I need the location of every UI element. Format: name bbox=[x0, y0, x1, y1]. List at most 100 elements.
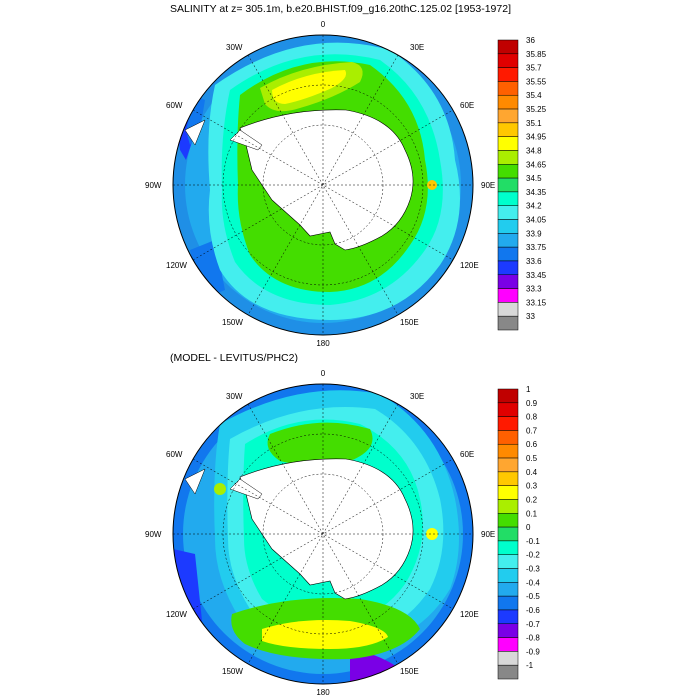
bottom-colorbar-label: 0.5 bbox=[526, 454, 538, 463]
bottom-colorbar-swatch bbox=[497, 637, 519, 652]
top-colorbar-swatch bbox=[497, 94, 519, 110]
top-colorbar-label: 33 bbox=[526, 312, 535, 321]
bottom-map-boundary bbox=[172, 383, 474, 685]
top-map-boundary bbox=[172, 34, 474, 336]
svg-text:30E: 30E bbox=[410, 392, 424, 401]
bottom-colorbar-swatch bbox=[497, 430, 519, 445]
svg-text:150W: 150W bbox=[222, 667, 243, 676]
bottom-colorbar-label: 0.7 bbox=[526, 426, 538, 435]
top-colorbar-label: 35.55 bbox=[526, 77, 547, 86]
top-colorbar-label: 35.25 bbox=[526, 105, 547, 114]
top-colorbar-label: 35.1 bbox=[526, 119, 542, 128]
svg-text:60E: 60E bbox=[460, 450, 474, 459]
bottom-colorbar-label: 0.6 bbox=[526, 440, 538, 449]
top-colorbar-swatch bbox=[497, 219, 519, 234]
bottom-colorbar-swatch bbox=[497, 554, 519, 569]
bottom-colorbar-label: -0.2 bbox=[526, 551, 540, 560]
bottom-colorbar-label: 1 bbox=[526, 385, 531, 394]
top-colorbar-swatch bbox=[497, 108, 519, 124]
bottom-colorbar-label: -0.7 bbox=[526, 620, 540, 629]
bottom-colorbar-label: -0.6 bbox=[526, 606, 540, 615]
top-colorbar-swatch bbox=[497, 39, 519, 55]
bottom-difference-map-panel: 0 30E 60E 90E 120E 150E 180 150W 120W 90… bbox=[145, 369, 540, 697]
bottom-colorbar: 1 0.9 0.8 0.7 0.6 0.5 0.4 0.3 0.2 0.1 0 -0.1 -0.2 -0.… bbox=[497, 385, 540, 680]
bottom-colorbar-swatch bbox=[497, 582, 519, 597]
bottom-colorbar-swatch bbox=[497, 416, 519, 431]
top-colorbar-label: 33.9 bbox=[526, 229, 542, 238]
bottom-colorbar-label: -0.4 bbox=[526, 578, 540, 587]
bottom-colorbar-swatch bbox=[497, 609, 519, 625]
top-colorbar-label: 35.4 bbox=[526, 91, 542, 100]
bottom-colorbar-label: 0.9 bbox=[526, 399, 538, 408]
top-colorbar-swatch bbox=[497, 246, 519, 262]
bottom-colorbar-label: 0.1 bbox=[526, 509, 538, 518]
svg-text:0: 0 bbox=[321, 369, 326, 378]
svg-text:60E: 60E bbox=[460, 101, 474, 110]
top-colorbar-swatch bbox=[497, 315, 519, 331]
bottom-colorbar-swatch bbox=[497, 595, 519, 611]
svg-text:120W: 120W bbox=[166, 261, 187, 270]
top-colorbar-swatch bbox=[497, 177, 519, 193]
svg-text:150E: 150E bbox=[400, 318, 419, 327]
top-colorbar-swatch bbox=[497, 136, 519, 151]
bottom-colorbar-swatch bbox=[497, 443, 519, 459]
bottom-longitude-labels: 0 30E 60E 90E 120E 150E 180 150W 120W 90… bbox=[145, 369, 495, 697]
top-map-title: SALINITY at z= 305.1m, b.e20.BHIST.f09_g… bbox=[170, 3, 511, 15]
bottom-colorbar-swatch bbox=[497, 457, 519, 473]
top-colorbar-swatch bbox=[497, 260, 519, 276]
bottom-colorbar-swatch bbox=[497, 664, 519, 680]
svg-text:60W: 60W bbox=[166, 450, 183, 459]
top-colorbar-label: 34.2 bbox=[526, 202, 542, 211]
top-colorbar-swatch bbox=[497, 191, 519, 206]
top-colorbar-swatch bbox=[497, 53, 519, 68]
top-colorbar-label: 33.6 bbox=[526, 257, 542, 266]
svg-text:90W: 90W bbox=[145, 530, 162, 539]
top-polar-map bbox=[173, 35, 473, 335]
bottom-map-title: (MODEL - LEVITUS/PHC2) bbox=[170, 352, 298, 364]
svg-text:90W: 90W bbox=[145, 181, 162, 190]
top-colorbar-swatch bbox=[497, 81, 519, 96]
bottom-colorbar-label: -0.1 bbox=[526, 537, 540, 546]
top-colorbar-label: 34.95 bbox=[526, 133, 547, 142]
svg-text:30W: 30W bbox=[226, 392, 243, 401]
svg-text:0: 0 bbox=[321, 20, 326, 29]
svg-text:180: 180 bbox=[316, 339, 330, 348]
bottom-colorbar-label: -1 bbox=[526, 661, 534, 670]
bottom-colorbar-swatch bbox=[497, 471, 519, 486]
bottom-colorbar-label: -0.5 bbox=[526, 592, 540, 601]
bottom-colorbar-swatch bbox=[497, 485, 519, 500]
top-salinity-map-panel: 0 30E 60E 90E 120E 150E 180 150W 120W 90… bbox=[145, 20, 547, 348]
bottom-colorbar-label: 0.3 bbox=[526, 482, 538, 491]
top-colorbar-swatch bbox=[497, 302, 519, 317]
top-colorbar-label: 34.65 bbox=[526, 160, 547, 169]
top-colorbar-label: 34.05 bbox=[526, 216, 547, 225]
svg-text:60W: 60W bbox=[166, 101, 183, 110]
svg-text:120E: 120E bbox=[460, 610, 479, 619]
svg-text:90E: 90E bbox=[481, 530, 495, 539]
top-colorbar-swatch bbox=[497, 274, 519, 289]
top-colorbar-swatch bbox=[497, 205, 519, 220]
top-longitude-labels: 0 30E 60E 90E 120E 150E 180 150W 120W 90… bbox=[145, 20, 495, 348]
svg-text:90E: 90E bbox=[481, 181, 495, 190]
top-colorbar-label: 33.15 bbox=[526, 298, 547, 307]
bottom-colorbar-swatch bbox=[497, 513, 519, 528]
top-colorbar-label: 33.45 bbox=[526, 271, 547, 280]
bottom-polar-map bbox=[173, 384, 473, 684]
bottom-colorbar-label: -0.9 bbox=[526, 647, 540, 656]
svg-text:30E: 30E bbox=[410, 43, 424, 52]
top-colorbar-swatch bbox=[497, 67, 519, 82]
bottom-colorbar-swatch bbox=[497, 651, 519, 666]
bottom-colorbar-swatch bbox=[497, 540, 519, 555]
top-colorbar-swatch bbox=[497, 288, 519, 303]
bottom-colorbar-swatch bbox=[497, 568, 519, 583]
bottom-colorbar-swatch bbox=[497, 499, 519, 514]
top-colorbar-swatch bbox=[497, 122, 519, 137]
svg-text:180: 180 bbox=[316, 688, 330, 697]
svg-text:30W: 30W bbox=[226, 43, 243, 52]
bottom-colorbar-swatch bbox=[497, 623, 519, 638]
top-colorbar-label: 36 bbox=[526, 36, 535, 45]
top-colorbar-label: 35.7 bbox=[526, 64, 542, 73]
bottom-colorbar-swatch bbox=[497, 526, 519, 542]
svg-text:120E: 120E bbox=[460, 261, 479, 270]
top-colorbar-label: 34.8 bbox=[526, 146, 542, 155]
